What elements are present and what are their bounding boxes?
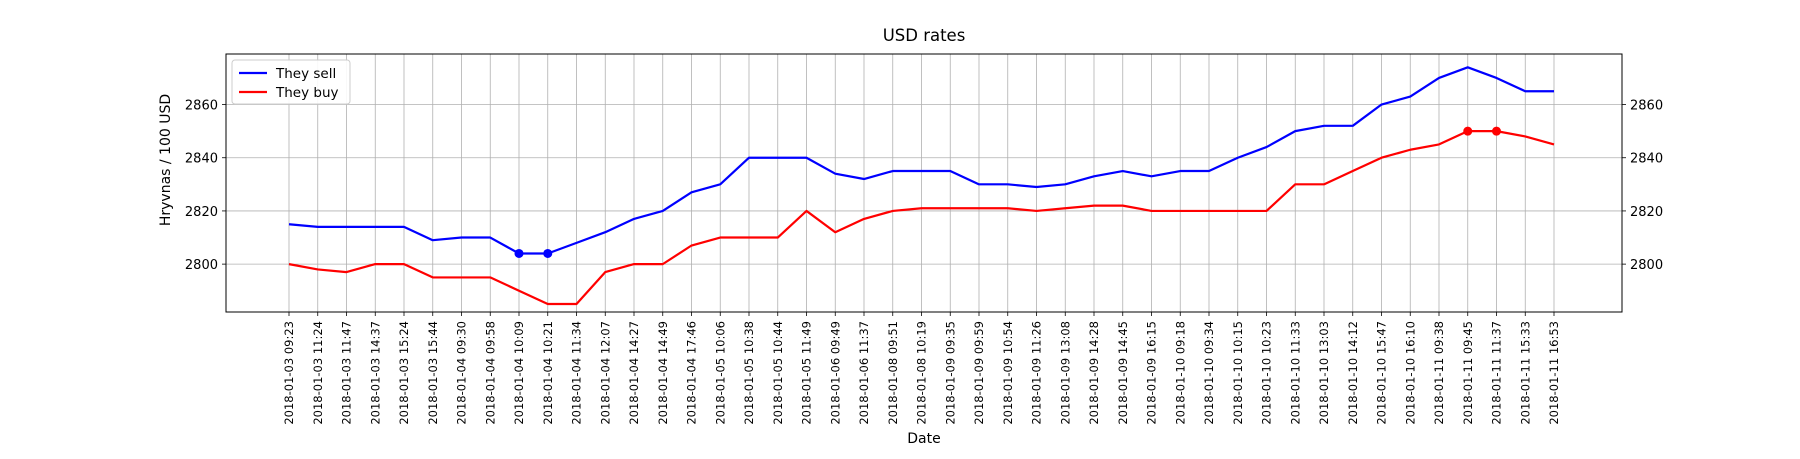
y-tick-label-left: 2860 [185,99,218,114]
x-tick-label: 2018-01-11 09:38 [1432,321,1446,425]
x-tick-label: 2018-01-05 10:38 [742,321,756,425]
series-lines [288,66,1555,306]
series-marker-0 [514,248,524,258]
x-tick-label: 2018-01-06 09:49 [828,321,842,425]
y-tick-label-right: 2840 [1630,152,1663,167]
x-tick-label: 2018-01-04 14:27 [627,321,641,425]
series-marker-0 [543,248,553,258]
series-line-0 [288,66,1554,255]
x-tick-label: 2018-01-04 12:07 [598,321,612,425]
y-axis-ticks: 2800 2800 2820 2820 2840 2840 2860 2860 [185,99,1663,274]
x-tick-label: 2018-01-03 14:37 [368,321,382,425]
series-line-1 [288,130,1555,306]
series-marker-1 [1463,126,1473,136]
grid [226,54,1622,312]
x-tick-label: 2018-01-10 13:03 [1317,321,1331,425]
x-axis-ticks: 2018-01-03 09:23 2018-01-03 11:24 2018-01-… [282,312,1561,425]
x-tick-label: 2018-01-10 10:15 [1231,321,1245,425]
x-tick-label: 2018-01-03 11:47 [340,321,354,425]
series-markers [514,126,1501,258]
x-tick-label: 2018-01-04 14:49 [656,321,670,425]
x-tick-label: 2018-01-10 11:33 [1288,321,1302,425]
y-axis-label: Hryvnas / 100 USD [158,94,174,226]
x-tick-label: 2018-01-04 09:30 [455,321,469,425]
legend-label: They buy [275,85,339,101]
legend: They sell They buy [231,59,351,105]
x-tick-label: 2018-01-11 09:45 [1461,321,1475,425]
x-tick-label: 2018-01-10 09:34 [1202,321,1216,425]
x-tick-label: 2018-01-09 10:54 [1001,321,1015,425]
x-tick-label: 2018-01-04 10:09 [512,321,526,425]
x-tick-label: 2018-01-03 09:23 [282,321,296,425]
x-tick-label: 2018-01-03 11:24 [311,321,325,425]
x-tick-label: 2018-01-06 11:37 [857,321,871,425]
plot-area-frame [225,53,1623,313]
x-tick-label: 2018-01-09 09:59 [972,321,986,425]
x-tick-label: 2018-01-04 10:21 [541,321,555,425]
x-tick-label: 2018-01-08 10:19 [915,321,929,425]
x-tick-label: 2018-01-09 09:35 [943,321,957,425]
y-tick-label-left: 2800 [185,258,218,273]
x-tick-label: 2018-01-10 16:10 [1403,321,1417,425]
x-tick-label: 2018-01-09 16:15 [1145,321,1159,425]
x-tick-label: 2018-01-09 11:26 [1030,321,1044,425]
y-tick-label-left: 2840 [185,152,218,167]
x-tick-label: 2018-01-09 13:08 [1058,321,1072,425]
y-tick-label-right: 2800 [1630,258,1663,273]
x-tick-label: 2018-01-04 17:46 [685,321,699,425]
x-tick-label: 2018-01-03 15:24 [397,321,411,425]
x-tick-label: 2018-01-09 14:28 [1087,321,1101,425]
x-tick-label: 2018-01-10 09:18 [1173,321,1187,425]
y-tick-label-right: 2820 [1630,205,1663,220]
x-tick-label: 2018-01-04 11:34 [570,321,584,425]
x-tick-label: 2018-01-11 11:37 [1490,321,1504,425]
x-tick-label: 2018-01-08 09:51 [886,321,900,425]
x-tick-label: 2018-01-05 10:44 [771,321,785,425]
x-tick-label: 2018-01-03 15:44 [426,321,440,425]
x-tick-label: 2018-01-11 15:33 [1518,321,1532,425]
x-tick-label: 2018-01-10 15:47 [1375,321,1389,425]
x-axis-label: Date [907,431,940,447]
x-tick-label: 2018-01-05 10:06 [713,321,727,425]
chart-title: USD rates [883,26,966,45]
x-tick-label: 2018-01-10 14:12 [1346,321,1360,425]
x-tick-label: 2018-01-05 11:49 [800,321,814,425]
y-tick-label-right: 2860 [1630,99,1663,114]
x-tick-label: 2018-01-11 16:53 [1547,321,1561,425]
x-tick-label: 2018-01-10 10:23 [1260,321,1274,425]
x-tick-label: 2018-01-04 09:58 [483,321,497,425]
series-marker-1 [1492,126,1501,136]
y-tick-label-left: 2820 [185,205,218,220]
x-tick-label: 2018-01-09 14:45 [1116,321,1130,425]
legend-label: They sell [275,66,336,82]
